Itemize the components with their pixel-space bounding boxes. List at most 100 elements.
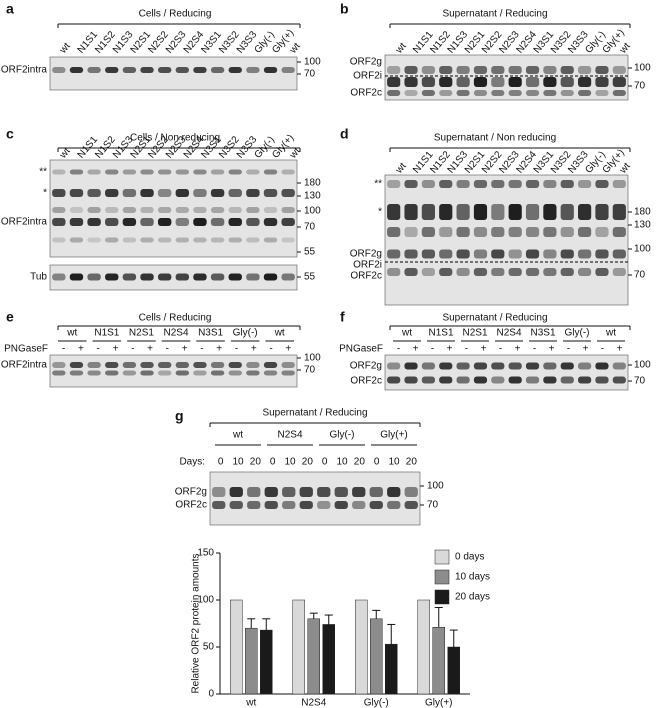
band	[578, 268, 592, 276]
band	[264, 501, 278, 509]
band	[105, 370, 119, 376]
error-bar	[324, 614, 333, 625]
band	[404, 90, 418, 96]
band	[578, 66, 592, 74]
band	[246, 362, 260, 368]
band	[508, 227, 522, 237]
band	[263, 273, 278, 281]
error-bar	[449, 629, 458, 647]
bar	[447, 646, 460, 695]
band	[525, 376, 540, 384]
group-label: Gly(-)	[233, 328, 258, 339]
band	[543, 376, 557, 384]
band	[421, 66, 435, 74]
band-label: *	[378, 207, 382, 218]
lane-state: +	[549, 344, 555, 355]
band-label: ORF2intra	[1, 217, 48, 228]
band	[473, 77, 488, 87]
blot	[49, 354, 298, 388]
band	[52, 273, 66, 281]
marker-label: 70	[427, 500, 439, 511]
band	[122, 218, 137, 226]
error-bar	[434, 607, 443, 628]
band	[387, 362, 401, 370]
band	[69, 273, 84, 281]
lane-state: +	[285, 344, 291, 355]
band	[456, 362, 470, 370]
band	[175, 370, 190, 376]
y-tick-label: 100	[197, 595, 214, 606]
band	[578, 227, 592, 237]
marker-label: 70	[304, 222, 316, 233]
lane-state: -	[431, 344, 434, 355]
band	[193, 273, 207, 281]
band-label: Tub	[30, 272, 47, 283]
lane-state: +	[583, 344, 589, 355]
group-label: N2S1	[462, 328, 487, 339]
band	[228, 237, 242, 243]
band	[612, 376, 626, 384]
panel-label: f	[340, 309, 345, 325]
band	[281, 218, 295, 226]
error-bar	[309, 612, 318, 619]
band	[193, 169, 207, 175]
band-label: ORF2intra	[1, 65, 48, 76]
band	[404, 362, 418, 370]
band	[175, 207, 190, 213]
marker-label: 100	[304, 353, 321, 364]
band	[543, 249, 557, 259]
lane-state: 10	[232, 457, 244, 468]
band	[122, 273, 137, 281]
lane-state: 20	[250, 457, 262, 468]
band	[263, 169, 278, 175]
lane-state: -	[397, 344, 400, 355]
band	[140, 218, 154, 226]
band	[157, 370, 172, 376]
panel-title: Supernatant / Non reducing	[434, 133, 556, 144]
band	[228, 169, 242, 175]
band	[193, 362, 207, 368]
group-label: N3S1	[530, 328, 555, 339]
band	[560, 90, 574, 96]
band	[543, 227, 557, 237]
band	[508, 362, 522, 370]
marker-label: 180	[304, 178, 321, 189]
band	[229, 501, 243, 509]
band	[246, 169, 260, 175]
band	[210, 370, 225, 376]
band	[281, 370, 295, 376]
band	[456, 249, 470, 259]
band	[281, 273, 295, 281]
band	[228, 370, 242, 376]
band	[157, 189, 172, 197]
band	[264, 487, 278, 497]
marker-label: 55	[304, 272, 316, 283]
band	[456, 268, 470, 276]
band	[210, 67, 225, 73]
band	[175, 169, 190, 175]
lane-state: 20	[302, 457, 314, 468]
band	[612, 227, 626, 237]
band	[578, 204, 592, 220]
band	[263, 207, 278, 213]
band	[595, 77, 609, 87]
band	[52, 169, 66, 175]
group-label: N3S1	[198, 328, 223, 339]
band	[122, 67, 137, 73]
lane-label: wt	[393, 161, 409, 177]
band	[193, 189, 207, 197]
band	[612, 362, 626, 370]
band	[263, 218, 278, 226]
lane-state: 10	[388, 457, 400, 468]
band	[246, 67, 260, 73]
bar	[417, 599, 430, 695]
band	[508, 77, 522, 87]
band	[421, 376, 435, 384]
band	[140, 273, 154, 281]
band-label: ORF2intra	[1, 360, 48, 371]
band-label: ORF2g	[350, 361, 382, 372]
band	[299, 487, 313, 497]
band	[404, 487, 418, 497]
bar	[292, 599, 305, 695]
group-label: N2S4	[163, 328, 188, 339]
